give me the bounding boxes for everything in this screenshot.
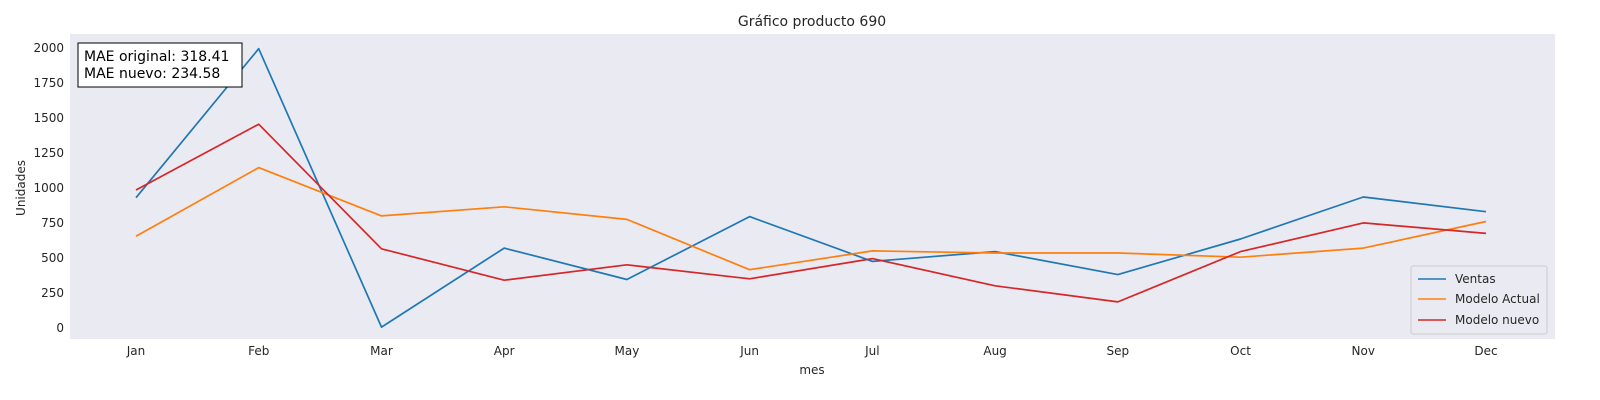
- legend-label-modelo-nuevo: Modelo nuevo: [1455, 313, 1539, 327]
- y-tick-label-0: 0: [56, 321, 64, 335]
- x-tick-label-mar: Mar: [370, 344, 393, 358]
- x-tick-label-sep: Sep: [1107, 344, 1130, 358]
- x-tick-label-apr: Apr: [494, 344, 515, 358]
- x-tick-label-oct: Oct: [1230, 344, 1251, 358]
- x-tick-label-may: May: [615, 344, 640, 358]
- chart-title: Gráfico producto 690: [738, 14, 886, 30]
- y-tick-label-1500: 1500: [33, 111, 64, 125]
- y-tick-label-2000: 2000: [33, 41, 64, 55]
- y-axis-label: Unidades: [14, 160, 28, 216]
- y-tick-label-1750: 1750: [33, 76, 64, 90]
- x-tick-label-nov: Nov: [1352, 344, 1375, 358]
- plot-area: [70, 34, 1555, 339]
- y-tick-label-1250: 1250: [33, 146, 64, 160]
- series-layer: [135, 47, 1487, 328]
- x-axis-ticks: Jan Feb Mar Apr May Jun Jul Aug Sep Oct Nov Dec: [126, 344, 1498, 358]
- mae-nuevo-text: MAE nuevo: 234.58: [84, 66, 220, 82]
- x-tick-label-aug: Aug: [983, 344, 1006, 358]
- series-line-modelo-actual: [135, 166, 1487, 271]
- x-tick-label-feb: Feb: [248, 344, 269, 358]
- series-line-ventas: [135, 47, 1487, 328]
- legend-frame: [1410, 265, 1548, 335]
- x-tick-label-jun: Jun: [739, 344, 759, 358]
- x-tick-label-jul: Jul: [864, 344, 879, 358]
- y-tick-label-1000: 1000: [33, 181, 64, 195]
- legend-label-modelo-actual: Modelo Actual: [1455, 292, 1540, 306]
- x-axis-label: mes: [799, 363, 824, 377]
- mae-annotation-box: MAE original: 318.41 MAE nuevo: 234.58: [77, 42, 243, 88]
- x-tick-label-jan: Jan: [126, 344, 146, 358]
- y-tick-label-250: 250: [41, 286, 64, 300]
- legend: Ventas Modelo Actual Modelo nuevo: [1410, 265, 1548, 335]
- mae-annotation-frame: [77, 42, 243, 88]
- y-tick-label-500: 500: [41, 251, 64, 265]
- x-tick-label-dec: Dec: [1474, 344, 1497, 358]
- series-line-modelo-nuevo: [135, 123, 1487, 303]
- legend-label-ventas: Ventas: [1455, 272, 1496, 286]
- y-axis-ticks: 0 250 500 750 1000 1250 1500 1750 2000: [33, 41, 64, 335]
- mae-original-text: MAE original: 318.41: [84, 49, 229, 65]
- y-tick-label-750: 750: [41, 216, 64, 230]
